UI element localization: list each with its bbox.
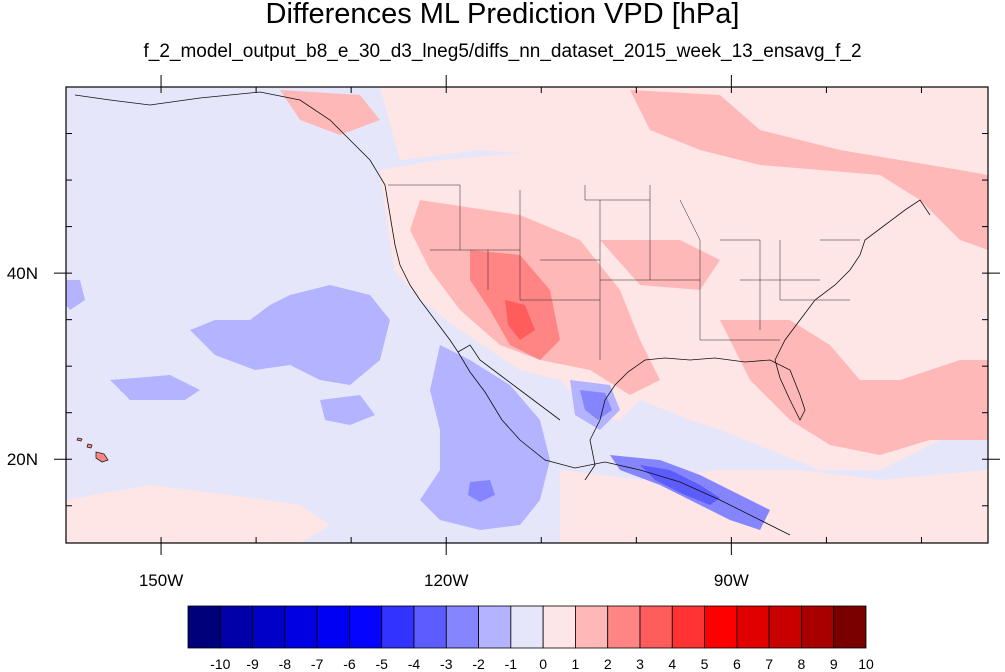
colorbar-swatch — [316, 605, 350, 649]
colorbar-swatch — [542, 605, 576, 649]
state-borders — [388, 184, 860, 360]
field-light-positive-cpac — [560, 470, 988, 543]
colorbar-label: 6 — [733, 656, 741, 672]
colorbar-label: -8 — [279, 656, 292, 672]
colorbar-swatch — [575, 605, 609, 649]
colorbar-swatch — [801, 605, 835, 649]
field-neg-3 — [110, 375, 200, 400]
axis-ticks — [54, 75, 1000, 555]
map-title: Differences ML Prediction VPD [hPa] — [265, 0, 740, 30]
colorbar-label: 10 — [858, 656, 874, 672]
x-tick-label: 120W — [424, 571, 468, 590]
colorbar-swatch — [219, 605, 253, 649]
colorbar-swatch — [671, 605, 705, 649]
x-tick-label: 150W — [139, 571, 183, 590]
colorbar-label: 8 — [798, 656, 806, 672]
colorbar-label: -4 — [408, 656, 421, 672]
field-neg-2 — [420, 345, 550, 530]
x-tick-label: 90W — [714, 571, 749, 590]
colorbar-swatch — [736, 605, 770, 649]
colorbar-swatch — [510, 605, 544, 649]
field-pos-1 — [630, 90, 988, 250]
colorbar-label: -3 — [440, 656, 453, 672]
colorbar: -10 -9 -8 -7 -6 -5 -4 -3 -2 -1 0 1 2 3 4 5 6 7 8 9 10 — [187, 605, 874, 672]
field-neg-4 — [66, 280, 85, 310]
colorbar-swatch — [252, 605, 286, 649]
colorbar-label: 7 — [765, 656, 773, 672]
colorbar-swatch — [445, 605, 479, 649]
hawaii-islands — [76, 437, 109, 463]
colorbar-label: 3 — [636, 656, 644, 672]
colorbar-swatch — [284, 605, 318, 649]
colorbar-swatch — [413, 605, 447, 649]
coastlines — [74, 91, 931, 536]
field-neg-7 — [580, 390, 612, 420]
field-pos-5 — [280, 90, 380, 135]
field-light-positive-south — [66, 485, 330, 543]
colorbar-label: 0 — [539, 656, 547, 672]
field-pos-3 — [720, 320, 988, 455]
plot-frame — [65, 86, 989, 544]
colorbar-swatch — [768, 605, 802, 649]
field-neg-10 — [640, 465, 720, 505]
colorbar-swatch — [639, 605, 673, 649]
colorbar-label: -6 — [343, 656, 356, 672]
colorbar-label: 5 — [701, 656, 709, 672]
colorbar-swatch — [704, 605, 738, 649]
field-neg-5 — [320, 395, 375, 425]
y-tick-label: 20N — [7, 450, 38, 469]
colorbar-swatch — [187, 605, 221, 649]
colorbar-label: 2 — [604, 656, 612, 672]
colorbar-swatch — [607, 605, 641, 649]
colorbar-label: -7 — [311, 656, 324, 672]
field-pos-4 — [600, 240, 720, 290]
colorbar-label: 9 — [830, 656, 838, 672]
colorbar-label: 1 — [572, 656, 580, 672]
axis-tick-labels: 150W 120W 90W 20N 40N — [7, 264, 749, 590]
colorbar-label: -1 — [505, 656, 518, 672]
colorbar-label: -9 — [246, 656, 259, 672]
map-subtitle: f_2_model_output_b8_e_30_d3_lneg5/diffs_… — [143, 41, 862, 62]
y-tick-label: 40N — [7, 264, 38, 283]
colorbar-swatch — [349, 605, 383, 649]
colorbar-swatch — [833, 605, 867, 649]
colorbar-label: -10 — [210, 656, 230, 672]
colorbar-swatch — [478, 605, 512, 649]
field-neg-8 — [468, 480, 495, 502]
colorbar-label: -2 — [472, 656, 485, 672]
map-field — [66, 87, 988, 543]
field-pos-8 — [505, 300, 535, 340]
colorbar-label: 4 — [668, 656, 676, 672]
colorbar-swatch — [381, 605, 415, 649]
colorbar-label: -5 — [375, 656, 388, 672]
field-neg-1 — [190, 285, 390, 385]
